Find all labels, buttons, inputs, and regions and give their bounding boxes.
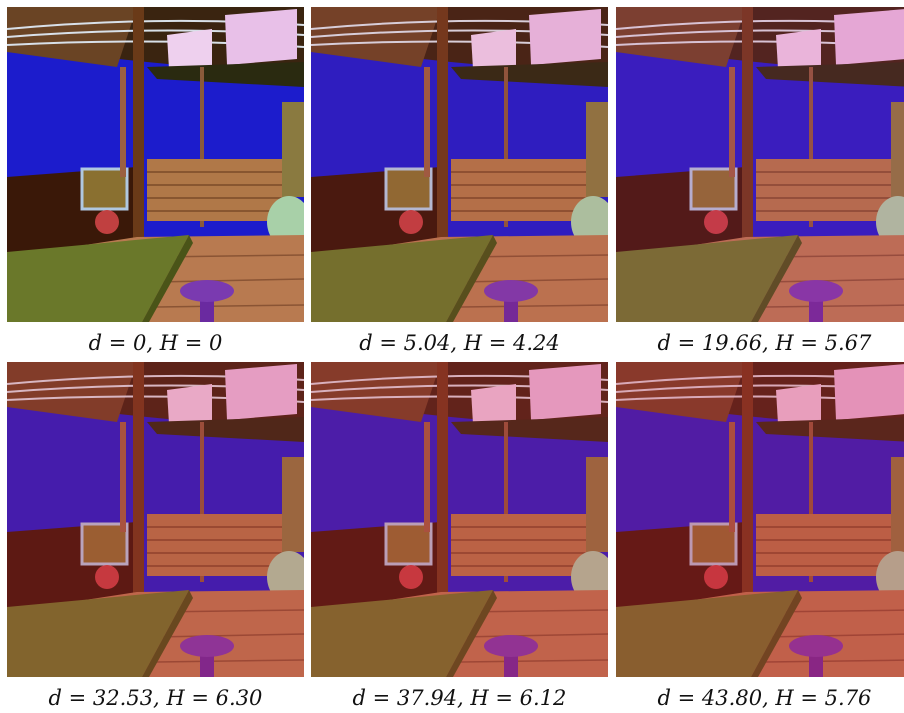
ghost-overlay — [311, 7, 608, 322]
ghost-overlay — [7, 362, 304, 677]
panel-caption: d = 5.04, H = 4.24 — [359, 331, 560, 355]
panel-caption: d = 37.94, H = 6.12 — [353, 686, 567, 710]
panel-caption: d = 0, H = 0 — [89, 331, 223, 355]
panel-caption: d = 32.53, H = 6.30 — [49, 686, 263, 710]
ghost-overlay — [616, 7, 904, 322]
ghost-overlay — [311, 362, 608, 677]
figure: d = 0, H = 0 d = 5.04, H = 4.24 d = 19.66,… — [0, 0, 904, 713]
panels: d = 0, H = 0 d = 5.04, H = 4.24 d = 19.66,… — [7, 7, 904, 710]
ghost-overlay — [616, 362, 904, 677]
panel-caption: d = 43.80, H = 5.76 — [658, 686, 872, 710]
panel-caption: d = 19.66, H = 5.67 — [658, 331, 873, 355]
panel-image — [7, 7, 311, 322]
